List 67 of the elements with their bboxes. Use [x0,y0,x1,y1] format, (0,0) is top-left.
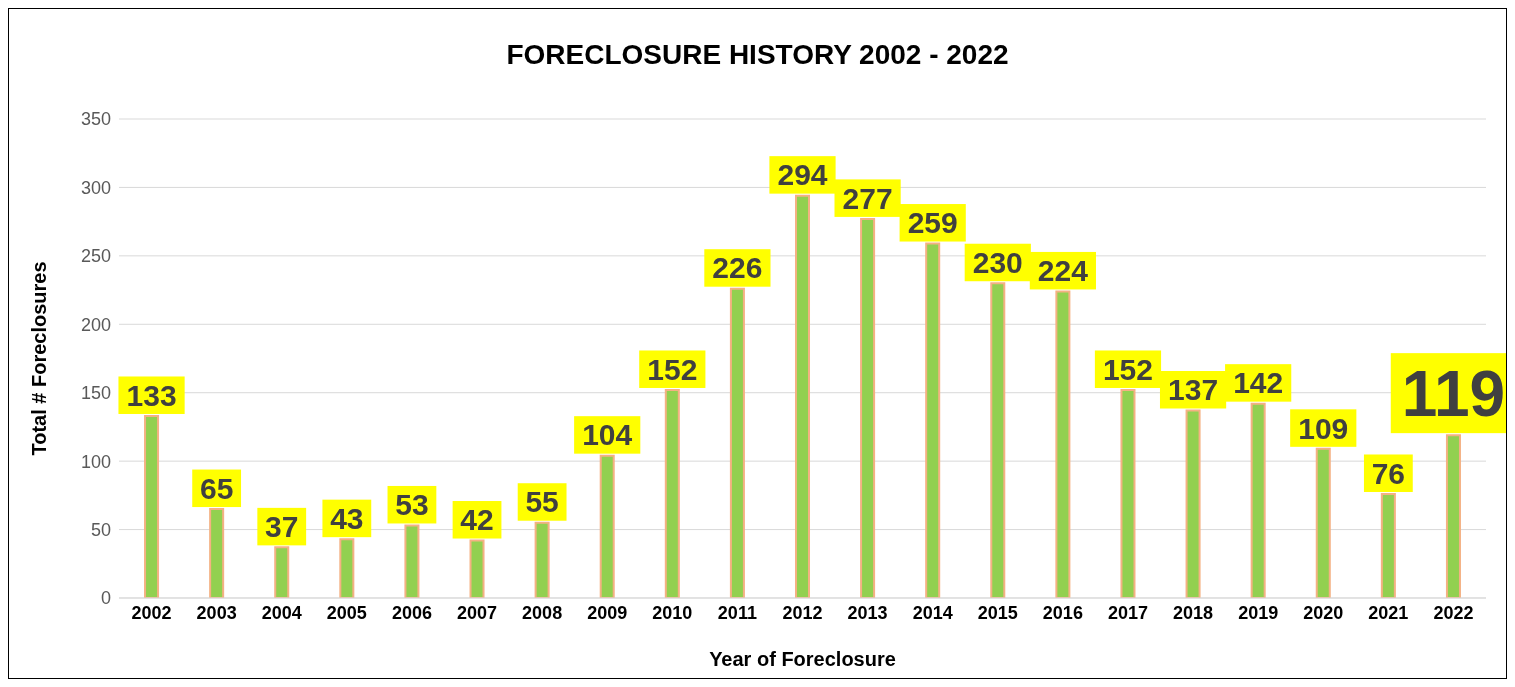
x-axis-title: Year of Foreclosure [709,648,896,670]
data-label: 55 [525,485,559,519]
x-tick-label: 2013 [847,602,888,623]
data-label: 53 [395,488,429,522]
bar [1055,290,1071,598]
data-label: 277 [842,181,893,215]
y-tick-label: 350 [80,109,111,130]
x-tick-label: 2004 [261,602,302,623]
bar [144,414,160,598]
x-tick-label: 2022 [1433,602,1474,623]
bar [599,454,615,598]
bar [1185,409,1201,598]
x-tick-label: 2016 [1042,602,1083,623]
bar [1445,434,1461,598]
data-label: 37 [265,510,299,544]
x-tick-label: 2010 [652,602,693,623]
y-tick-label: 200 [80,314,111,335]
data-label: 259 [907,206,958,240]
data-label: 76 [1371,456,1406,490]
y-tick-label: 0 [100,588,111,609]
data-label: 152 [1102,352,1154,386]
y-tick-label: 150 [80,383,111,404]
data-label: 119 [1401,357,1506,430]
x-tick-label: 2015 [977,602,1018,623]
x-tick-label: 2017 [1107,602,1148,623]
chart-title: FORECLOSURE HISTORY 2002 - 2022 [505,39,1010,71]
bar [1315,447,1331,598]
bar [794,194,811,598]
x-tick-label: 2008 [522,602,563,623]
bar [664,388,680,598]
bar [729,287,745,598]
data-label: 109 [1298,411,1349,445]
data-label: 224 [1037,254,1089,288]
data-label: 137 [1168,373,1219,407]
x-tick-label: 2003 [196,602,237,623]
x-tick-label: 2021 [1368,602,1409,623]
x-tick-label: 2009 [587,602,628,623]
bar [860,217,876,598]
y-tick-label: 50 [90,519,111,540]
bar [925,242,941,598]
data-label: 230 [972,245,1023,279]
x-tick-label: 2019 [1238,602,1279,623]
bar [990,282,1006,598]
data-label: 133 [126,378,177,412]
y-axis-title: Total # Foreclosures [28,261,51,456]
data-label: 65 [199,471,234,505]
x-tick-label: 2020 [1303,602,1344,623]
x-tick-label: 2014 [912,602,953,623]
x-tick-label: 2006 [391,602,432,623]
data-label: 42 [460,503,494,537]
x-tick-label: 2007 [457,602,498,623]
data-label: 43 [330,501,364,535]
x-tick-label: 2018 [1173,602,1214,623]
x-tick-label: 2002 [131,602,172,623]
x-tick-label: 2012 [782,602,823,623]
x-tick-label: 2011 [717,602,757,623]
data-label: 104 [582,418,633,452]
data-label: 294 [777,158,828,192]
data-label: 152 [647,352,698,386]
y-tick-label: 300 [80,177,111,198]
y-tick-label: 100 [80,451,111,472]
bar [1250,402,1266,598]
y-tick-label: 250 [80,246,111,267]
data-label: 226 [712,251,763,285]
data-label: 142 [1233,366,1284,400]
bar [1120,388,1136,598]
x-tick-label: 2005 [326,602,367,623]
